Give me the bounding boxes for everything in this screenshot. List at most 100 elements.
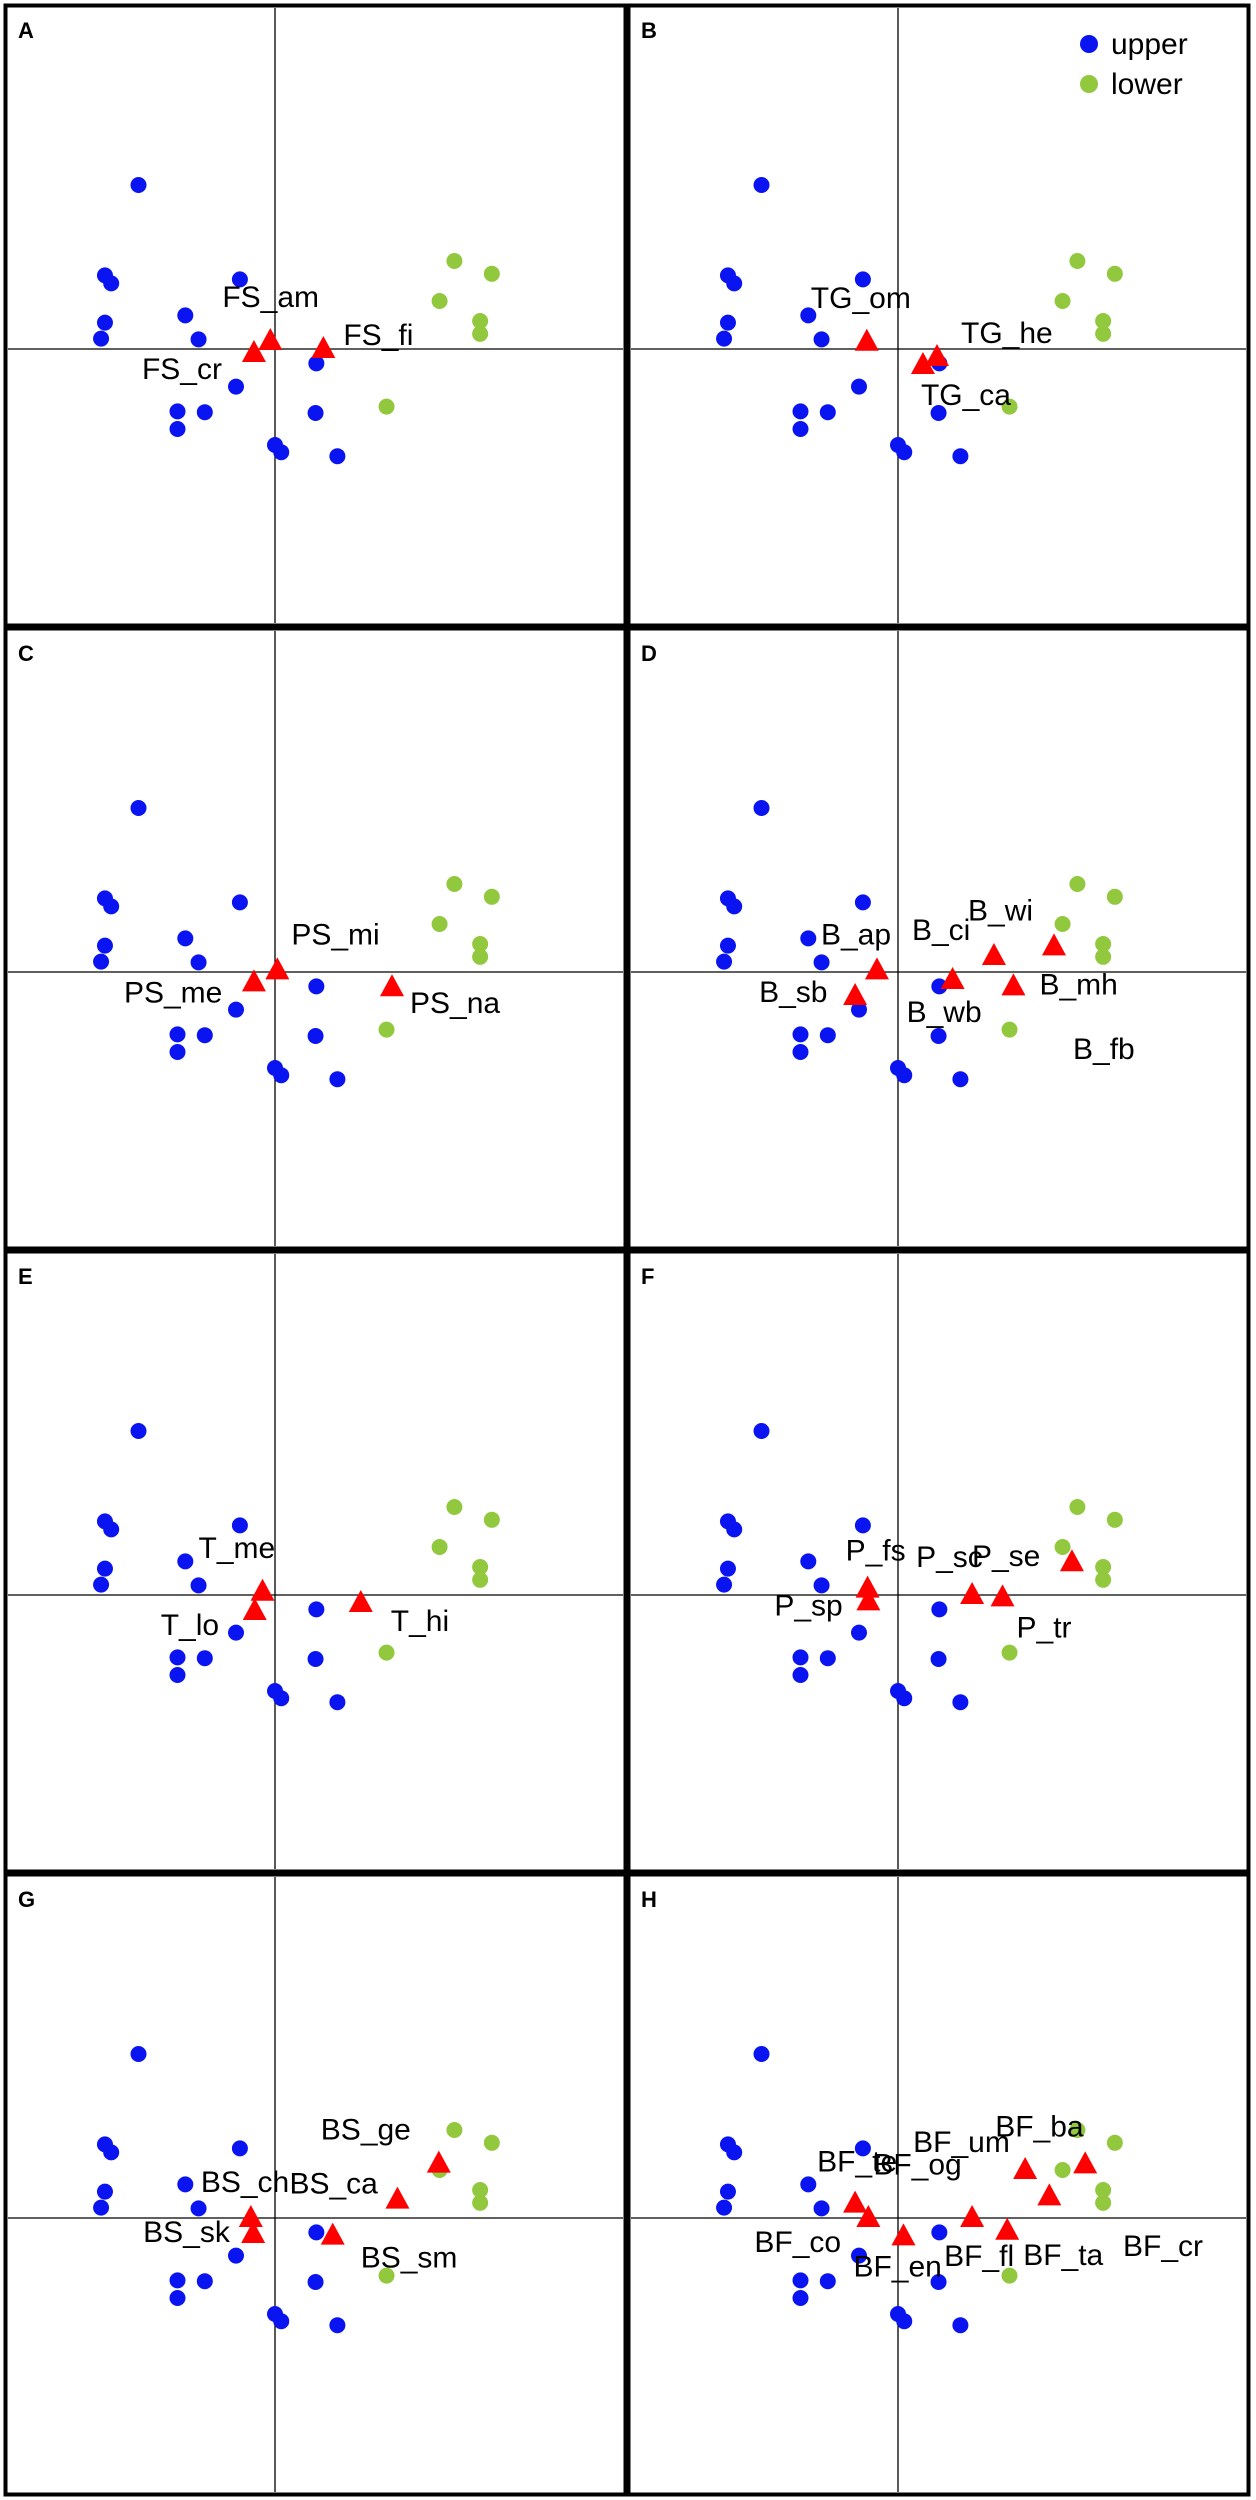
site-point-upper xyxy=(854,2140,871,2157)
site-point-lower xyxy=(1054,1539,1071,1555)
species-label: B_ci xyxy=(912,914,970,947)
site-point-lower xyxy=(1001,2267,1018,2284)
site-point-upper xyxy=(719,937,736,954)
site-point-upper xyxy=(177,307,194,324)
site-point-upper xyxy=(273,1067,290,1084)
panel-frame xyxy=(3,3,628,628)
species-marker xyxy=(864,957,889,980)
site-point-upper xyxy=(716,1576,733,1593)
site-point-upper xyxy=(169,2290,186,2306)
site-point-upper xyxy=(931,978,948,995)
site-point-upper xyxy=(169,1044,186,1060)
site-point-upper xyxy=(726,1521,743,1538)
site-point-upper xyxy=(792,2290,809,2306)
site-point-upper xyxy=(190,954,207,971)
site-point-upper xyxy=(307,2274,324,2290)
species-label: PS_mi xyxy=(291,918,379,951)
site-point-lower xyxy=(483,265,500,282)
species-marker xyxy=(960,1582,985,1604)
panel-frame xyxy=(626,626,1251,1251)
site-point-lower xyxy=(446,2122,463,2138)
species-label: P_tr xyxy=(1017,1611,1072,1644)
site-point-lower xyxy=(472,325,489,342)
site-point-upper xyxy=(273,2313,290,2330)
species-label: BS_sm xyxy=(361,2242,458,2275)
species-label: B_sb xyxy=(759,976,827,1009)
site-point-lower xyxy=(1001,1021,1018,1038)
species-marker xyxy=(242,1598,267,1620)
site-point-upper xyxy=(190,331,207,348)
species-label: P_fs xyxy=(846,1535,906,1568)
panel-frame xyxy=(3,626,628,1251)
species-marker xyxy=(856,1588,881,1611)
site-point-upper xyxy=(307,1028,324,1044)
panel-letter: G xyxy=(18,1887,35,1912)
site-point-upper xyxy=(177,2176,194,2193)
site-point-lower xyxy=(472,1559,489,1575)
site-point-upper xyxy=(169,1667,186,1683)
site-point-lower xyxy=(472,313,489,329)
species-marker xyxy=(856,2205,881,2227)
site-point-lower xyxy=(472,936,489,952)
site-point-upper xyxy=(93,953,110,970)
panel-frame xyxy=(626,1249,1251,1874)
site-point-upper xyxy=(716,953,733,970)
site-point-lower xyxy=(483,888,500,905)
site-point-lower xyxy=(472,2182,489,2198)
site-point-lower xyxy=(1106,1511,1123,1528)
panel-a: A FS_am FS_fi FS_cr xyxy=(3,3,628,628)
site-point-upper xyxy=(716,2199,733,2216)
panel-frame xyxy=(626,1872,1251,2497)
site-point-upper xyxy=(851,1624,867,1641)
site-point-upper xyxy=(228,1001,244,1018)
site-point-upper xyxy=(231,1517,248,1534)
site-point-upper xyxy=(851,2247,867,2264)
site-point-lower xyxy=(1095,948,1112,965)
panel-frame xyxy=(3,1249,628,1874)
site-point-upper xyxy=(273,444,290,461)
species-marker xyxy=(241,969,266,992)
panel-b: B TG_om TG_he TG_ca upper lower xyxy=(626,3,1251,628)
species-marker xyxy=(981,943,1006,965)
site-point-lower xyxy=(1054,916,1071,932)
site-point-lower xyxy=(378,1644,395,1661)
site-point-upper xyxy=(952,2317,969,2334)
site-point-upper xyxy=(196,404,213,421)
species-label: BF_ta xyxy=(1023,2239,1103,2272)
species-label: BS_ch xyxy=(201,2166,289,2199)
site-point-upper xyxy=(726,275,743,292)
site-point-upper xyxy=(103,275,120,292)
site-point-lower xyxy=(431,1539,448,1555)
species-marker xyxy=(426,2150,451,2173)
site-point-upper xyxy=(896,444,913,461)
site-point-upper xyxy=(753,1423,770,1439)
panel-c: C PS_mi PS_me PS_na xyxy=(3,626,628,1251)
site-point-upper xyxy=(800,307,817,324)
species-label: PS_na xyxy=(410,987,500,1020)
species-label: BF_um xyxy=(913,2126,1010,2159)
species-label: BF_ba xyxy=(995,2110,1084,2143)
site-point-upper xyxy=(103,1521,120,1538)
site-point-upper xyxy=(308,1601,325,1618)
site-point-lower xyxy=(431,916,448,932)
species-label: TG_he xyxy=(961,317,1053,350)
site-point-upper xyxy=(792,1649,809,1666)
species-marker xyxy=(320,2222,345,2245)
species-marker xyxy=(843,2190,868,2213)
site-point-upper xyxy=(851,1001,867,1018)
species-marker xyxy=(348,1590,373,1612)
species-label: FS_am xyxy=(222,281,319,314)
site-point-lower xyxy=(1069,876,1086,892)
species-label: T_me xyxy=(199,1532,276,1565)
species-label: T_lo xyxy=(161,1609,219,1642)
site-point-upper xyxy=(96,1560,113,1577)
panel-d: D B_wiB_ci B_ap B_sb B_wb B_mh B_fb xyxy=(626,626,1251,1251)
site-point-upper xyxy=(931,2224,948,2241)
panel-letter: E xyxy=(18,1264,33,1289)
site-point-upper xyxy=(96,937,113,954)
species-label: P_sp xyxy=(774,1589,842,1622)
site-point-upper xyxy=(896,2313,913,2330)
species-marker xyxy=(990,1584,1015,1607)
